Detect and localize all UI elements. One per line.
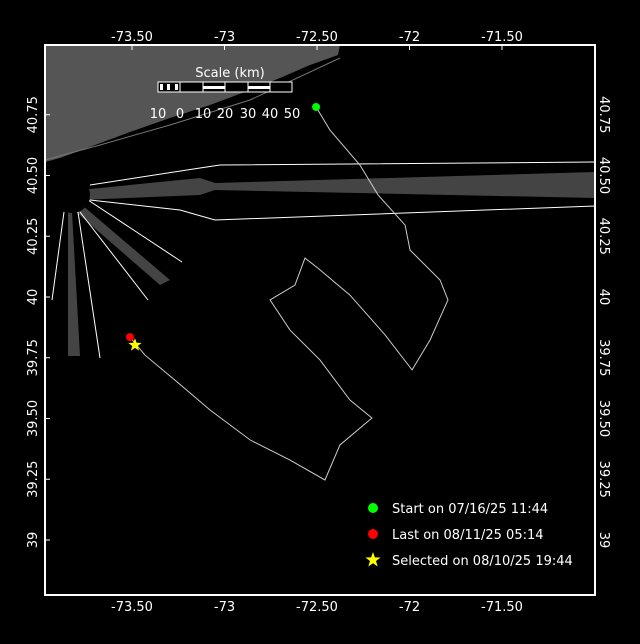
scale-label: 10	[195, 107, 212, 122]
scale-bar: Scale (km) 10 0 10 20 30 40 50	[150, 66, 301, 122]
legend-start-icon	[368, 503, 378, 513]
lat-tick-left: 40	[26, 289, 41, 306]
long-island-land	[45, 45, 340, 162]
lon-tick-bottom: -72	[399, 600, 420, 615]
scale-label: 40	[262, 107, 279, 122]
selected-star-marker[interactable]	[128, 338, 142, 351]
lat-tick-right: 40	[596, 289, 611, 306]
legend-start: Start on 07/16/25 11:44	[392, 502, 548, 517]
drifter-track	[129, 106, 449, 481]
lat-tick-right: 39	[596, 532, 611, 549]
lat-tick-left: 39.75	[26, 339, 41, 376]
legend-selected: Selected on 08/10/25 19:44	[392, 554, 573, 569]
scale-title: Scale (km)	[195, 66, 264, 81]
lat-tick-right: 40.25	[596, 218, 611, 255]
lat-tick-left: 40.50	[26, 157, 41, 194]
legend: Start on 07/16/25 11:44 Last on 08/11/25…	[365, 502, 573, 569]
lon-tick-top: -73.50	[111, 30, 153, 45]
scale-label: 0	[176, 107, 184, 122]
lon-tick-top: -73	[214, 30, 235, 45]
lon-tick-bottom: -73	[214, 600, 235, 615]
start-marker[interactable]	[312, 102, 321, 111]
lat-tick-right: 39.75	[596, 339, 611, 376]
lat-tick-right: 40.50	[596, 157, 611, 194]
lon-tick-top: -71.50	[481, 30, 523, 45]
lat-tick-right: 39.50	[596, 400, 611, 437]
lat-tick-right: 40.75	[596, 96, 611, 133]
last-marker[interactable]	[125, 333, 134, 342]
lon-tick-bottom: -73.50	[111, 600, 153, 615]
legend-last: Last on 08/11/25 05:14	[392, 528, 544, 543]
shipping-lanes	[51, 161, 596, 359]
scale-label: 10	[150, 107, 167, 122]
lat-tick-left: 39.25	[26, 461, 41, 498]
lat-tick-left: 39.50	[26, 400, 41, 437]
lon-tick-bottom: -72.50	[296, 600, 338, 615]
lat-tick-left: 40.25	[26, 218, 41, 255]
legend-last-icon	[368, 529, 378, 539]
lat-tick-left: 39	[26, 532, 41, 549]
lat-tick-left: 40.75	[26, 96, 41, 133]
map-frame	[44, 44, 596, 596]
lon-tick-bottom: -71.50	[481, 600, 523, 615]
legend-selected-star-icon	[365, 552, 381, 567]
lon-tick-top: -72.50	[296, 30, 338, 45]
lat-tick-right: 39.25	[596, 461, 611, 498]
scale-label: 50	[284, 107, 301, 122]
scale-label: 20	[217, 107, 234, 122]
lon-tick-top: -72	[399, 30, 420, 45]
scale-label: 30	[240, 107, 257, 122]
